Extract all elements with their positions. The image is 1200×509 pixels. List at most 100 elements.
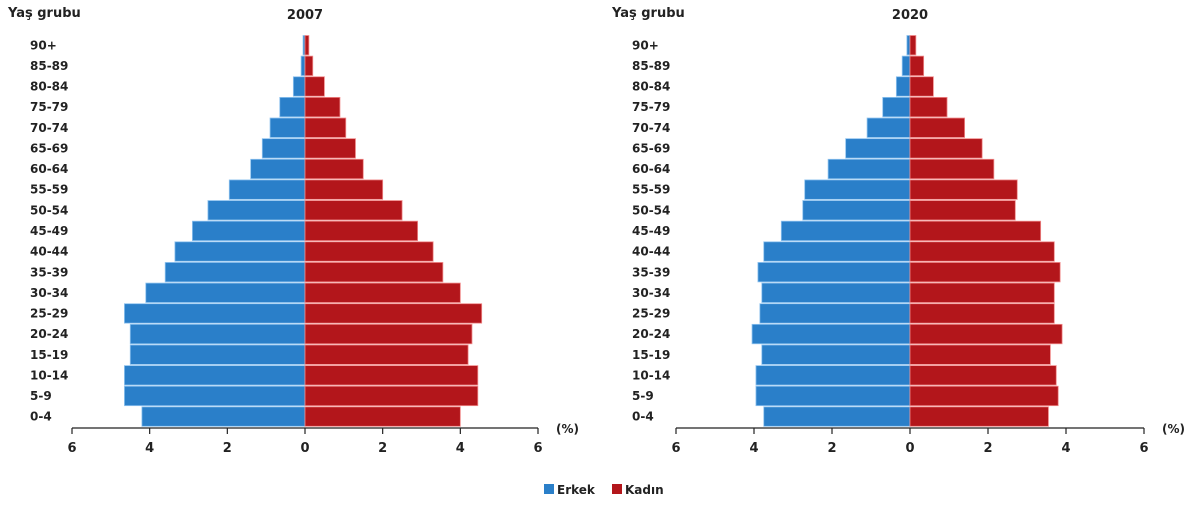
bar-female — [304, 365, 479, 386]
bar-female — [304, 323, 473, 345]
category-label: 60-64 — [632, 162, 670, 176]
chart-title: 2007 — [287, 8, 323, 23]
bar-female — [304, 220, 419, 242]
bar-female — [304, 241, 434, 262]
category-label: 20-24 — [30, 327, 68, 341]
bar-female — [909, 406, 1049, 427]
bar-female — [909, 262, 1061, 283]
category-label: 85-89 — [30, 59, 68, 73]
bar-female — [909, 385, 1059, 407]
x-tick-label: 4 — [749, 441, 758, 456]
category-label: 70-74 — [632, 121, 670, 135]
bar-male — [866, 117, 911, 138]
category-label: 85-89 — [632, 59, 670, 73]
x-tick-label: 0 — [905, 441, 914, 456]
y-axis-title: Yaş grubu — [7, 6, 81, 21]
bar-male — [757, 262, 911, 283]
category-label: 70-74 — [30, 121, 68, 135]
bar-male — [761, 282, 911, 303]
bar-male — [279, 96, 306, 118]
category-label: 30-34 — [30, 286, 68, 300]
bar-female — [304, 117, 347, 138]
category-label: 75-79 — [632, 100, 670, 114]
bar-female — [909, 158, 995, 180]
category-label: 25-29 — [632, 307, 670, 321]
bar-female — [909, 323, 1063, 345]
x-tick-label: 6 — [533, 441, 542, 456]
bar-male — [129, 323, 306, 345]
category-label: 80-84 — [632, 80, 670, 94]
x-tick-label: 2 — [827, 441, 836, 456]
bar-male — [763, 406, 911, 427]
bar-male — [292, 76, 306, 97]
pyramid-2007: 2007 Yaş grubu 90+ 85-89 80-84 75-79 70-74 65-6… — [7, 6, 579, 456]
x-tick-label: 4 — [145, 441, 154, 456]
bar-female — [909, 282, 1055, 303]
bar-male — [300, 55, 306, 76]
category-label: 20-24 — [632, 327, 670, 341]
category-label: 10-14 — [30, 368, 68, 382]
x-axis-unit: (%) — [556, 422, 579, 436]
category-label: 5-9 — [632, 389, 654, 403]
bar-female — [304, 262, 444, 283]
bar-female — [909, 117, 965, 138]
bar-male — [124, 365, 306, 386]
bar-male — [191, 220, 306, 242]
bar-male — [164, 262, 306, 283]
bar-female — [304, 179, 384, 200]
category-label: 35-39 — [632, 265, 670, 279]
bar-male — [129, 344, 306, 365]
category-label: 10-14 — [632, 368, 670, 382]
x-tick-label: 2 — [223, 441, 232, 456]
bar-female — [304, 35, 310, 56]
bar-female — [909, 344, 1051, 365]
legend-swatch-male — [544, 484, 554, 494]
x-tick-label: 4 — [1061, 441, 1070, 456]
bar-male — [250, 158, 306, 180]
bar-female — [909, 179, 1018, 200]
bar-male — [755, 365, 911, 386]
bar-male — [804, 179, 911, 200]
x-tick-label: 6 — [67, 441, 76, 456]
bar-female — [909, 365, 1057, 386]
legend: Erkek Kadın — [544, 483, 664, 497]
category-label: 55-59 — [632, 183, 670, 197]
bar-male — [207, 200, 306, 221]
category-label: 80-84 — [30, 80, 68, 94]
bar-female — [909, 35, 917, 56]
bar-female — [304, 406, 461, 427]
x-tick-label: 4 — [456, 441, 465, 456]
category-label: 15-19 — [30, 348, 68, 362]
category-label: 40-44 — [632, 245, 670, 259]
category-label: 65-69 — [632, 141, 670, 155]
bar-female — [304, 55, 314, 76]
bar-male — [759, 303, 911, 324]
x-tick-label: 6 — [1139, 441, 1148, 456]
bar-male — [895, 76, 911, 97]
category-label: 75-79 — [30, 100, 68, 114]
category-label: 35-39 — [30, 265, 68, 279]
bar-male — [124, 385, 306, 407]
bar-female — [909, 55, 925, 76]
category-label: 25-29 — [30, 307, 68, 321]
legend-label-female: Kadın — [625, 483, 664, 497]
bar-male — [124, 303, 306, 324]
pyramid-2020: 2020 Yaş grubu 90+ 85-89 80-84 75-79 70-74 65-6… — [611, 6, 1185, 456]
legend-swatch-female — [612, 484, 622, 494]
category-label: 45-49 — [30, 224, 68, 238]
category-label: 55-59 — [30, 183, 68, 197]
bar-female — [304, 158, 364, 180]
bar-female — [304, 96, 341, 118]
bar-female — [304, 138, 356, 159]
bar-female — [304, 282, 461, 303]
x-tick-label: 0 — [300, 441, 309, 456]
bar-male — [174, 241, 306, 262]
bar-male — [269, 117, 306, 138]
x-tick-label: 2 — [378, 441, 387, 456]
bar-male — [261, 138, 306, 159]
bar-male — [882, 96, 911, 118]
bar-male — [901, 55, 911, 76]
category-label: 45-49 — [632, 224, 670, 238]
category-label: 90+ — [30, 38, 57, 52]
